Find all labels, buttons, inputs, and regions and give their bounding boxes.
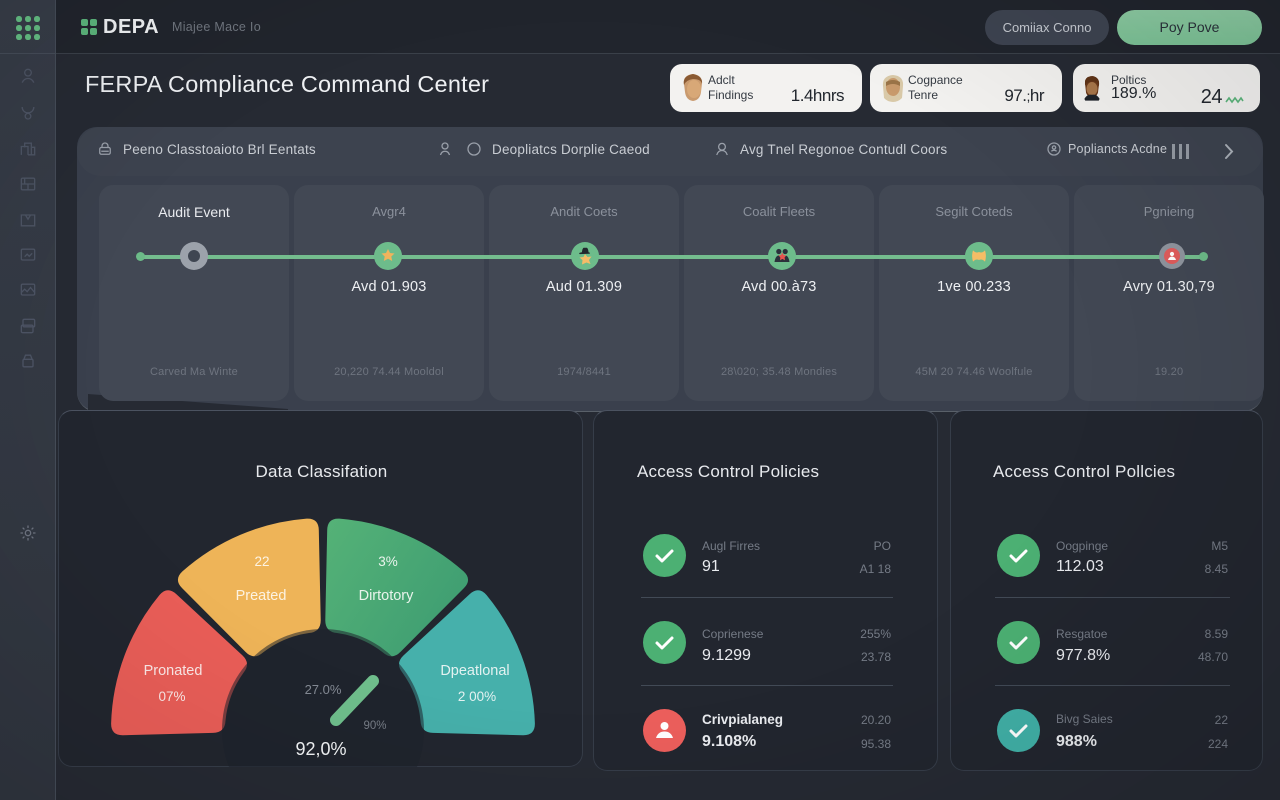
svg-text:27.0%: 27.0% [305,682,342,697]
svg-text:Dirtotory: Dirtotory [359,588,415,604]
svg-text:Dpeatlonal: Dpeatlonal [440,663,509,679]
svg-text:90%: 90% [363,720,386,732]
svg-text:Pronated: Pronated [144,663,203,679]
svg-text:Preated: Preated [236,588,287,604]
svg-text:3%: 3% [378,554,398,569]
svg-text:07%: 07% [158,689,185,704]
svg-text:22: 22 [254,554,269,569]
svg-text:92,0%: 92,0% [295,739,346,759]
svg-text:2 00%: 2 00% [458,689,496,704]
